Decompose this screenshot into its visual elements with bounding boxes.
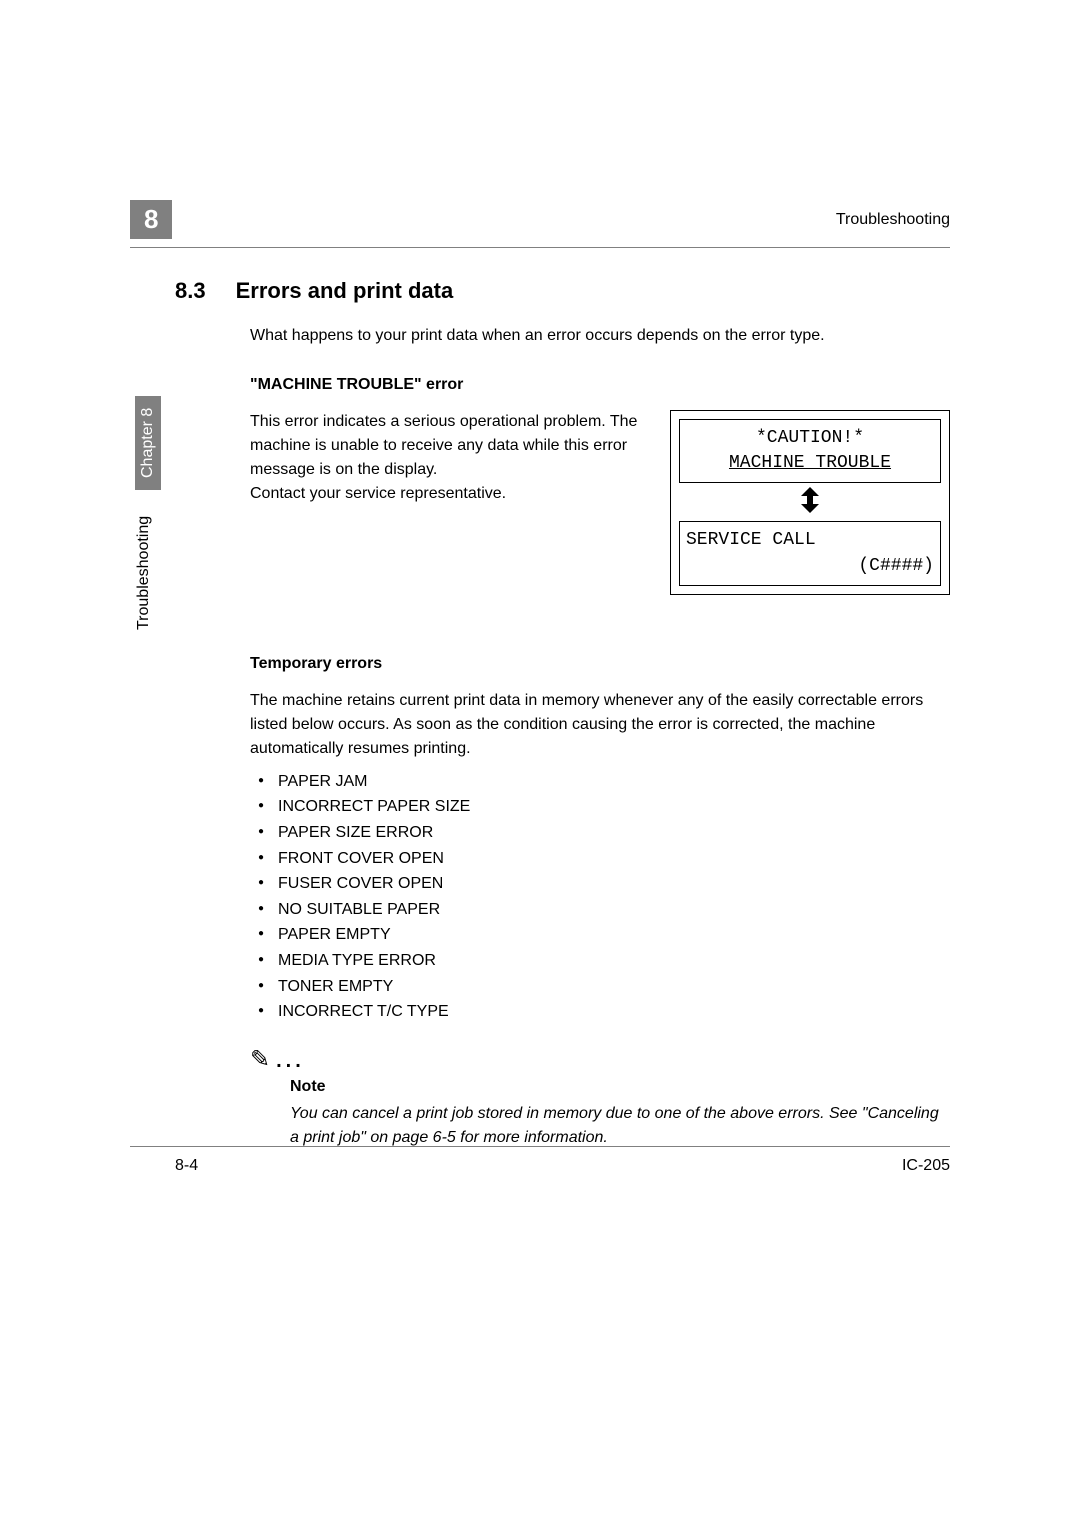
- machine-trouble-para2: Contact your service representative.: [250, 482, 650, 506]
- list-item: MEDIA TYPE ERROR: [250, 948, 950, 974]
- note-icon-row: ✎ ...: [250, 1045, 950, 1074]
- list-item: PAPER SIZE ERROR: [250, 820, 950, 846]
- temporary-errors-heading: Temporary errors: [250, 655, 950, 673]
- note-dots: ...: [276, 1050, 305, 1073]
- lcd-bottom-panel: SERVICE CALL (C####): [679, 521, 941, 585]
- lcd-line4: (C####): [686, 554, 934, 579]
- page-number: 8-4: [175, 1157, 198, 1175]
- lcd-top-panel: *CAUTION!* MACHINE TROUBLE: [679, 419, 941, 483]
- list-item: INCORRECT T/C TYPE: [250, 999, 950, 1025]
- list-item: FRONT COVER OPEN: [250, 846, 950, 872]
- note-icon: ✎: [250, 1045, 270, 1074]
- machine-trouble-para1: This error indicates a serious operation…: [250, 410, 650, 482]
- list-item: PAPER JAM: [250, 769, 950, 795]
- list-item: NO SUITABLE PAPER: [250, 897, 950, 923]
- footer: 8-4 IC-205: [130, 1146, 950, 1175]
- footer-divider: [130, 1146, 950, 1147]
- header-row: 8 Troubleshooting: [130, 200, 950, 239]
- note-section: ✎ ... Note You can cancel a print job st…: [250, 1045, 950, 1150]
- document-id: IC-205: [902, 1157, 950, 1175]
- section-number: 8.3: [175, 278, 206, 303]
- page-content: 8 Troubleshooting 8.3 Errors and print da…: [130, 200, 950, 1150]
- machine-trouble-text: This error indicates a serious operation…: [250, 410, 650, 595]
- temporary-errors-para: The machine retains current print data i…: [250, 689, 950, 761]
- list-item: FUSER COVER OPEN: [250, 871, 950, 897]
- updown-arrow-icon: [679, 487, 941, 519]
- content-body: What happens to your print data when an …: [250, 324, 950, 1150]
- lcd-line2: MACHINE TROUBLE: [686, 451, 934, 476]
- header-divider: [130, 247, 950, 248]
- list-item: INCORRECT PAPER SIZE: [250, 794, 950, 820]
- list-item: PAPER EMPTY: [250, 922, 950, 948]
- error-list: PAPER JAM INCORRECT PAPER SIZE PAPER SIZ…: [250, 769, 950, 1025]
- lcd-line1: *CAUTION!*: [686, 426, 934, 451]
- note-text: You can cancel a print job stored in mem…: [290, 1102, 950, 1150]
- running-header: Troubleshooting: [836, 211, 950, 229]
- chapter-badge: 8: [130, 200, 172, 239]
- machine-trouble-section: This error indicates a serious operation…: [250, 410, 950, 595]
- footer-row: 8-4 IC-205: [130, 1157, 950, 1175]
- intro-paragraph: What happens to your print data when an …: [250, 324, 950, 348]
- list-item: TONER EMPTY: [250, 974, 950, 1000]
- section-title: Errors and print data: [236, 278, 454, 303]
- lcd-line3: SERVICE CALL: [686, 528, 934, 553]
- note-label: Note: [290, 1078, 950, 1096]
- section-heading: 8.3 Errors and print data: [175, 278, 950, 304]
- machine-trouble-heading: "MACHINE TROUBLE" error: [250, 376, 950, 394]
- lcd-display-box: *CAUTION!* MACHINE TROUBLE SERVICE CALL …: [670, 410, 950, 595]
